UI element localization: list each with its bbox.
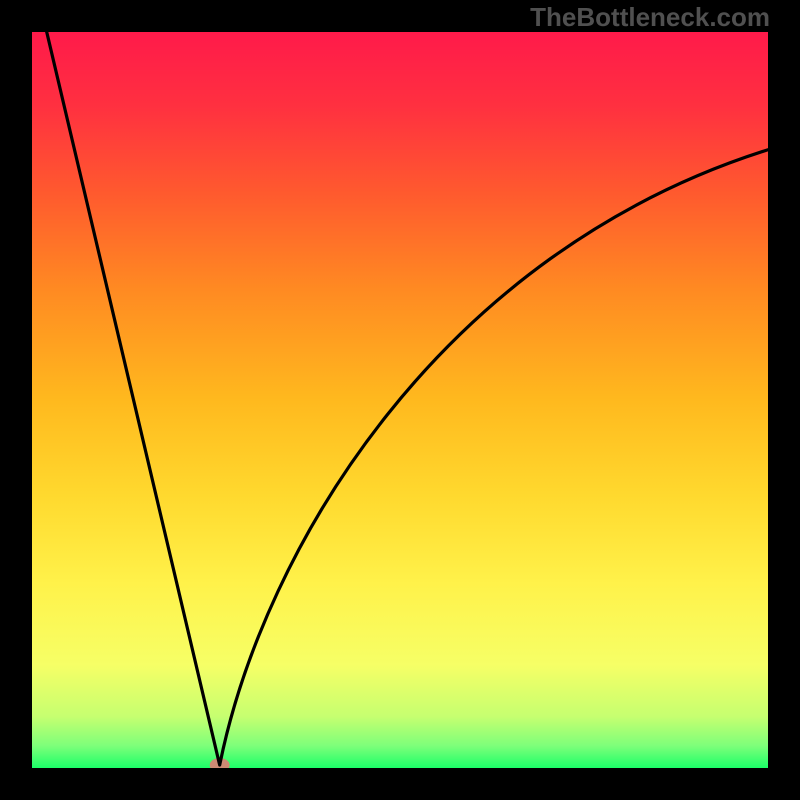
- curve-layer: [32, 32, 768, 768]
- plot-area: [32, 32, 768, 768]
- chart-container: { "canvas": { "width": 800, "height": 80…: [0, 0, 800, 800]
- watermark-text: TheBottleneck.com: [530, 2, 770, 33]
- bottleneck-curve: [47, 32, 768, 765]
